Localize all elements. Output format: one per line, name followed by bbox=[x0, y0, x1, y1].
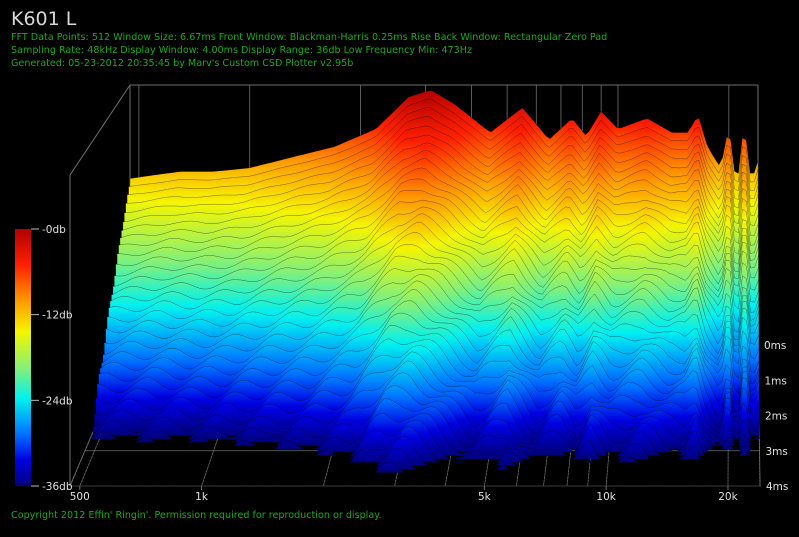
x-tick-label: 5k bbox=[478, 491, 492, 503]
color-scale-tick-label: -24db bbox=[42, 395, 73, 407]
time-tick-label: 4ms bbox=[766, 481, 788, 493]
color-scale-tick-label: -0db bbox=[42, 224, 66, 236]
copyright-notice: Copyright 2012 Effin' Ringin'. Permissio… bbox=[11, 510, 382, 521]
time-tick-label: 1ms bbox=[765, 375, 787, 387]
info-line-2: Sampling Rate: 48kHz Display Window: 4.0… bbox=[11, 45, 473, 56]
color-scale-tick-label: -12db bbox=[42, 310, 73, 322]
decay-slice bbox=[77, 448, 760, 470]
time-tick-label: 3ms bbox=[766, 446, 788, 458]
x-tick-label: 20k bbox=[718, 491, 738, 503]
decay-slice bbox=[78, 435, 760, 467]
decay-slice bbox=[75, 461, 760, 473]
axes: 500 1k 5k 10k 20k 0ms 1ms 2ms 3ms 4ms bbox=[70, 340, 789, 503]
time-tick-label: 2ms bbox=[765, 411, 787, 423]
left-wall-top-edge bbox=[69, 84, 131, 176]
info-line-3: Generated: 05-23-2012 20:35:45 by Marv's… bbox=[11, 58, 354, 69]
x-tick-label: 500 bbox=[70, 491, 90, 503]
color-scale-tick-label: -36db bbox=[42, 481, 73, 493]
color-scale-labels: -0db -12db -24db -36db bbox=[31, 224, 73, 493]
time-tick-label: 0ms bbox=[764, 340, 786, 352]
x-tick-label: 1k bbox=[195, 491, 209, 503]
decay-slice bbox=[80, 426, 760, 463]
chart-title: K601 L bbox=[11, 8, 77, 30]
info-line-1: FFT Data Points: 512 Window Size: 6.67ms… bbox=[11, 32, 608, 43]
waterfall-surface bbox=[70, 90, 760, 487]
color-scale-bar bbox=[15, 229, 31, 486]
x-tick-label: 10k bbox=[596, 491, 616, 503]
